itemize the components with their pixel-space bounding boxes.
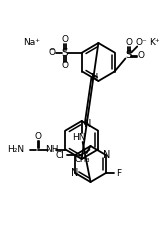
Text: Na⁺: Na⁺ [23, 38, 40, 47]
Text: N: N [71, 168, 78, 178]
Text: CH₃: CH₃ [75, 155, 90, 165]
Text: S: S [61, 47, 68, 58]
Text: N: N [103, 150, 111, 160]
Text: O: O [138, 51, 145, 60]
Text: F: F [116, 169, 121, 178]
Text: O: O [61, 61, 68, 70]
Text: O⁻: O⁻ [135, 38, 147, 47]
Text: S: S [125, 50, 132, 61]
Text: H₂N: H₂N [7, 145, 24, 154]
Text: ⁻: ⁻ [49, 46, 55, 59]
Text: Cl: Cl [55, 151, 64, 159]
Text: O: O [35, 132, 42, 141]
Text: N: N [91, 73, 98, 83]
Text: NH: NH [45, 145, 58, 154]
Text: K⁺: K⁺ [149, 38, 159, 47]
Text: N: N [84, 119, 91, 129]
Text: O: O [61, 35, 68, 44]
Text: O: O [125, 38, 132, 47]
Text: HN: HN [72, 134, 85, 142]
Text: O: O [48, 48, 55, 57]
